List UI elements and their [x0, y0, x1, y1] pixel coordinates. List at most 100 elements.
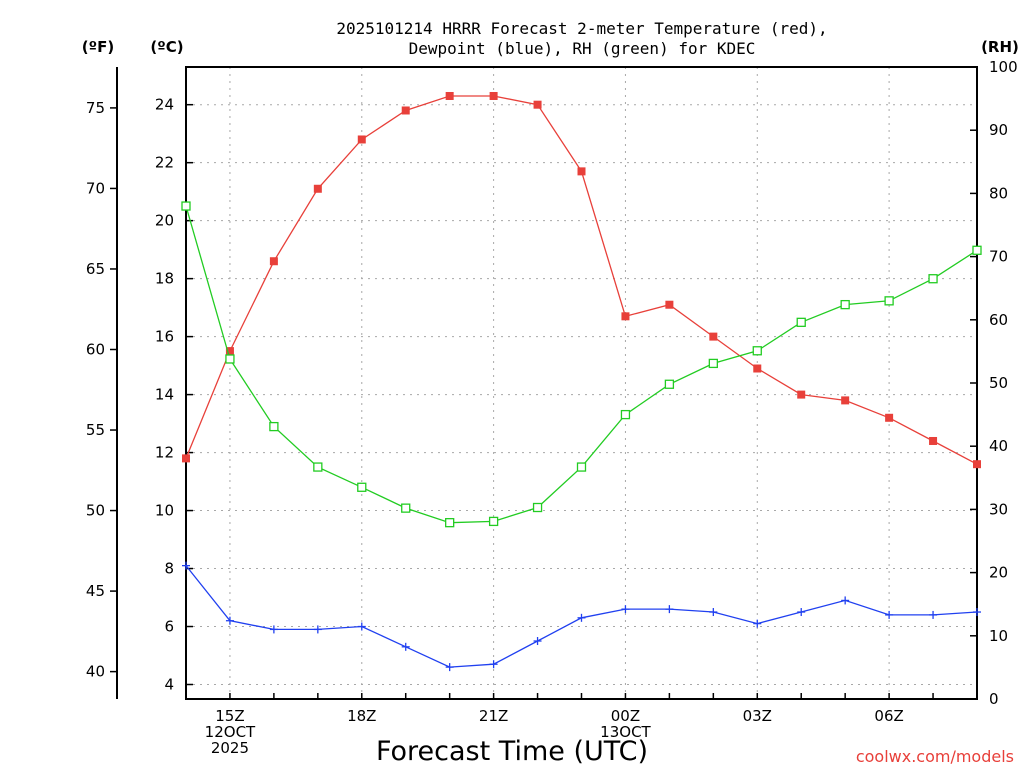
rh-point [576, 462, 587, 472]
x-tick-label: 2025 [211, 739, 249, 757]
temperature-point [885, 413, 894, 422]
rh-tick-label: 90 [989, 121, 1008, 139]
fahrenheit-tick-label: 60 [86, 340, 105, 358]
fahrenheit-unit-label: (ºF) [82, 38, 114, 56]
dewpoint-point [533, 637, 542, 646]
dewpoint-point [269, 625, 278, 634]
temperature-point [401, 106, 410, 115]
temperature-point [269, 257, 278, 266]
celsius-tick-label: 10 [155, 502, 174, 520]
dewpoint-point [182, 561, 190, 570]
rh-point [181, 201, 191, 211]
temperature-point [709, 332, 718, 341]
rh-tick-label: 60 [989, 311, 1008, 329]
dewpoint-point [357, 622, 366, 631]
x-tick-label: 21Z [479, 707, 508, 725]
dewpoint-point [797, 608, 806, 617]
axes [110, 66, 978, 700]
temperature-line [185, 95, 978, 465]
rh-point [840, 299, 850, 310]
celsius-tick-label: 6 [164, 618, 174, 636]
rh-point [796, 317, 806, 327]
rh-point [532, 502, 543, 513]
fahrenheit-tick-label: 50 [86, 502, 105, 520]
rh-point [972, 245, 982, 255]
rh-point [664, 379, 675, 389]
chart-title: 2025101214 HRRR Forecast 2-meter Tempera… [336, 19, 827, 58]
series-dewpoint [182, 561, 981, 672]
rh-tick-label: 70 [989, 248, 1008, 266]
temperature-point [445, 91, 454, 100]
x-tick-label: 13OCT [600, 723, 651, 741]
dewpoint-point [489, 660, 498, 669]
temperature-point [577, 167, 586, 176]
rh-tick-label: 80 [989, 184, 1008, 202]
rh-point [225, 354, 235, 364]
celsius-tick-label: 12 [155, 444, 174, 462]
dewpoint-point [841, 596, 850, 605]
x-axis-label: Forecast Time (UTC) [376, 736, 648, 767]
dewpoint-point [621, 605, 630, 614]
temperature-point [357, 135, 366, 144]
celsius-tick-label: 20 [155, 212, 174, 230]
temperature-point [313, 184, 322, 193]
temperature-point [533, 100, 542, 109]
celsius-tick-label: 22 [155, 154, 174, 172]
celsius-unit-label: (ºC) [150, 38, 183, 56]
fahrenheit-tick-label: 40 [86, 663, 105, 681]
celsius-tick-label: 8 [164, 560, 174, 578]
x-tick-label: 18Z [347, 707, 376, 725]
dewpoint-point [973, 608, 981, 617]
temperature-point [489, 91, 498, 100]
rh-point [928, 274, 938, 284]
temperature-point [621, 312, 630, 321]
chart-title-line-1: 2025101214 HRRR Forecast 2-meter Tempera… [336, 19, 827, 38]
data-series [181, 91, 982, 672]
series-rh [181, 201, 982, 528]
credit-label: coolwx.com/models [856, 747, 1014, 766]
rh-point [357, 482, 367, 492]
rh-unit-label: (RH) [981, 38, 1019, 56]
x-tick-label: 00Z [611, 707, 640, 725]
dewpoint-point [885, 610, 894, 619]
fahrenheit-tick-label: 70 [86, 179, 105, 197]
dewpoint-point [709, 608, 718, 617]
fahrenheit-tick-label: 75 [86, 99, 105, 117]
rh-tick-label: 0 [989, 690, 999, 708]
rh-point [445, 518, 455, 528]
temperature-point [753, 364, 762, 373]
dewpoint-point [577, 613, 586, 622]
dewpoint-point [445, 663, 454, 672]
dewpoint-point [401, 642, 410, 651]
x-tick-label: 03Z [743, 707, 772, 725]
dewpoint-point [665, 605, 674, 614]
grid-lines [186, 67, 977, 699]
tick-labels: 4 6 8 10 12 14 16 18 20 22 24 40 45 50 55 60 65 70 75 0 10 20… [86, 58, 1018, 757]
series-temperature [182, 91, 981, 469]
rh-point [488, 516, 499, 527]
temperature-point [225, 347, 234, 356]
celsius-tick-label: 18 [155, 270, 174, 288]
rh-line [185, 205, 978, 524]
dewpoint-point [929, 610, 938, 619]
celsius-tick-label: 14 [155, 386, 174, 404]
dewpoint-point [753, 619, 762, 628]
temperature-point [929, 436, 938, 445]
dewpoint-point [225, 616, 234, 625]
fahrenheit-tick-label: 65 [86, 260, 105, 278]
temperature-point [973, 460, 981, 469]
rh-tick-label: 40 [989, 437, 1008, 455]
rh-point [401, 503, 411, 513]
rh-point [269, 421, 279, 432]
dewpoint-point [313, 625, 322, 634]
temperature-point [665, 300, 674, 309]
fahrenheit-tick-label: 55 [86, 421, 105, 439]
temperature-point [182, 454, 190, 463]
fahrenheit-tick-label: 45 [86, 582, 105, 600]
x-tick-label: 06Z [874, 707, 903, 725]
rh-tick-label: 50 [989, 374, 1008, 392]
rh-tick-label: 20 [989, 564, 1008, 582]
temperature-point [841, 396, 850, 405]
rh-point [884, 296, 894, 306]
